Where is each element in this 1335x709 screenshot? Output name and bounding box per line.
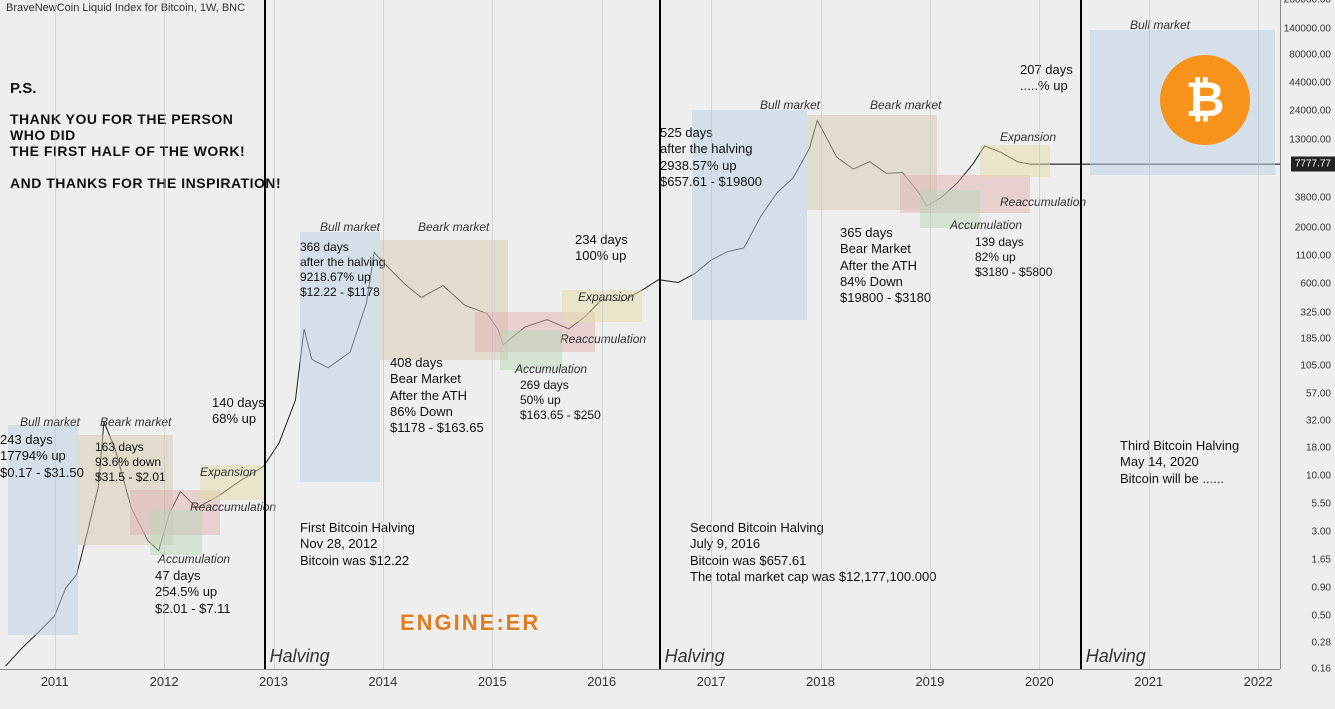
- bitcoin-logo-icon: ₿: [1160, 55, 1250, 145]
- x-tick: 2018: [806, 674, 835, 689]
- annotation: 139 days 82% up $3180 - $5800: [975, 235, 1052, 280]
- x-tick: 2016: [587, 674, 616, 689]
- halving-label: Halving: [270, 646, 330, 667]
- ps-line: AND THANKS FOR THE INSPIRATION!: [10, 175, 281, 191]
- y-tick: 2000.00: [1295, 222, 1331, 233]
- x-tick: 2020: [1025, 674, 1054, 689]
- ps-line: THE FIRST HALF OF THE WORK!: [10, 143, 281, 159]
- y-tick: 18.00: [1306, 443, 1331, 454]
- x-grid-line: [1258, 0, 1259, 669]
- y-tick: 5.50: [1312, 498, 1331, 509]
- y-tick: 10.00: [1306, 470, 1331, 481]
- x-grid-line: [821, 0, 822, 669]
- halving-caption: Third Bitcoin Halving May 14, 2020 Bitco…: [1120, 438, 1239, 487]
- phase-label: Bull market: [320, 220, 380, 234]
- x-tick: 2013: [259, 674, 288, 689]
- x-tick: 2021: [1134, 674, 1163, 689]
- engineer-watermark: ENGINE:ER: [400, 610, 540, 636]
- x-grid-line: [711, 0, 712, 669]
- phase-label: Bull market: [1130, 18, 1190, 32]
- x-grid-line: [1039, 0, 1040, 669]
- x-grid-line: [1149, 0, 1150, 669]
- phase-label: Bull market: [20, 415, 80, 429]
- phase-label: Beark market: [418, 220, 489, 234]
- ps-line: [10, 159, 281, 175]
- y-axis: 260000.00 140000.00 80000.00 44000.00 24000.…: [1280, 0, 1335, 669]
- phase-accumulation: [150, 510, 202, 555]
- halving-line: [659, 0, 661, 669]
- x-grid-line: [602, 0, 603, 669]
- y-tick: 185.00: [1300, 334, 1331, 345]
- y-tick: 140000.00: [1284, 23, 1331, 34]
- x-tick: 2012: [150, 674, 179, 689]
- x-grid-line: [930, 0, 931, 669]
- current-price-flag: 7777.77: [1291, 157, 1335, 172]
- y-tick: 3.00: [1312, 526, 1331, 537]
- phase-label: Accumulation: [950, 218, 1022, 232]
- phase-label: Reaccumulation: [560, 332, 646, 346]
- y-tick: 0.50: [1312, 610, 1331, 621]
- halving-caption: First Bitcoin Halving Nov 28, 2012 Bitco…: [300, 520, 415, 569]
- halving-line: [1080, 0, 1082, 669]
- phase-label: Accumulation: [515, 362, 587, 376]
- y-tick: 260000.00: [1284, 0, 1331, 6]
- annotation: 368 days after the halving 9218.67% up $…: [300, 240, 385, 300]
- phase-label: Expansion: [200, 465, 256, 479]
- y-tick: 0.28: [1312, 637, 1331, 648]
- x-axis: 2011 2012 2013 2014 2015 2016 2017 2018 2019 2020…: [0, 669, 1280, 709]
- x-tick: 2014: [368, 674, 397, 689]
- y-tick: 32.00: [1306, 416, 1331, 427]
- x-tick: 2019: [915, 674, 944, 689]
- y-tick: 0.16: [1312, 664, 1331, 675]
- ps-line: WHO DID: [10, 127, 281, 143]
- y-tick: 1100.00: [1296, 250, 1331, 261]
- y-tick: 600.00: [1300, 279, 1331, 290]
- phase-label: Bull market: [760, 98, 820, 112]
- annotation: 163 days 93.6% down $31.5 - $2.01: [95, 440, 166, 485]
- x-grid-line: [383, 0, 384, 669]
- y-tick: 13000.00: [1289, 135, 1331, 146]
- phase-label: Expansion: [1000, 130, 1056, 144]
- x-tick: 2022: [1244, 674, 1273, 689]
- phase-label: Reaccumulation: [1000, 195, 1086, 209]
- y-tick: 1.65: [1312, 554, 1331, 565]
- x-tick: 2015: [478, 674, 507, 689]
- halving-label: Halving: [665, 646, 725, 667]
- y-tick: 44000.00: [1289, 78, 1331, 89]
- y-tick: 325.00: [1300, 307, 1331, 318]
- y-tick: 0.90: [1312, 583, 1331, 594]
- annotation: 140 days 68% up: [212, 395, 265, 428]
- annotation: 408 days Bear Market After the ATH 86% D…: [390, 355, 484, 436]
- ps-thank-you-block: P.S. THANK YOU FOR THE PERSONWHO DIDTHE F…: [10, 80, 281, 191]
- x-grid-line: [492, 0, 493, 669]
- annotation: 243 days 17794% up $0.17 - $31.50: [0, 432, 84, 481]
- y-tick: 24000.00: [1289, 106, 1331, 117]
- x-grid-line: [164, 0, 165, 669]
- y-tick: 57.00: [1306, 389, 1331, 400]
- phase-label: Expansion: [578, 290, 634, 304]
- annotation: 47 days 254.5% up $2.01 - $7.11: [155, 568, 231, 617]
- halving-label: Halving: [1086, 646, 1146, 667]
- y-tick: 105.00: [1300, 360, 1331, 371]
- x-grid-line: [55, 0, 56, 669]
- annotation: 269 days 50% up $163.65 - $250: [520, 378, 601, 423]
- annotation: 207 days .....% up: [1020, 62, 1073, 95]
- annotation: 365 days Bear Market After the ATH 84% D…: [840, 225, 931, 306]
- x-grid-line: [274, 0, 275, 669]
- ps-line: THANK YOU FOR THE PERSON: [10, 111, 281, 127]
- phase-label: Beark market: [100, 415, 171, 429]
- ps-title: P.S.: [10, 80, 281, 97]
- x-tick: 2017: [697, 674, 726, 689]
- halving-caption: Second Bitcoin Halving July 9, 2016 Bitc…: [690, 520, 936, 585]
- phase-label: Accumulation: [158, 552, 230, 566]
- y-tick: 80000.00: [1289, 50, 1331, 61]
- x-tick: 2011: [41, 674, 69, 689]
- y-tick: 3800.00: [1295, 192, 1331, 203]
